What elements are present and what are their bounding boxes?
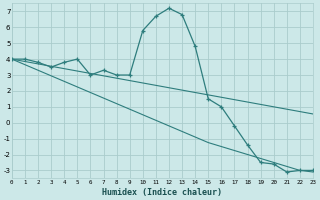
X-axis label: Humidex (Indice chaleur): Humidex (Indice chaleur)	[102, 188, 222, 197]
